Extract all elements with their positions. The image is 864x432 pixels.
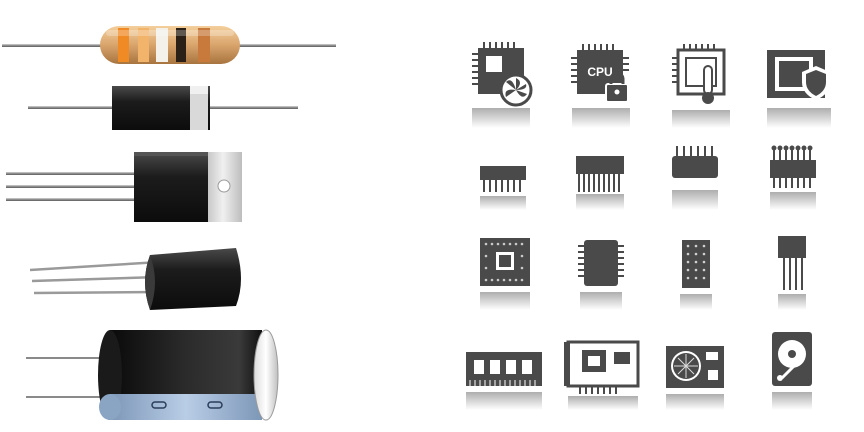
cpu-temperature-icon <box>672 44 730 128</box>
cpu-label: CPU <box>587 65 612 79</box>
pin-grid-chip-icon <box>680 240 712 310</box>
hard-drive-icon <box>772 332 812 410</box>
resistor <box>2 26 336 64</box>
ic-dip-pins-icon <box>770 145 816 210</box>
expansion-card-icon <box>564 340 640 410</box>
electrolytic-capacitor <box>26 329 279 421</box>
transistor <box>29 248 241 310</box>
soic-chip-icon <box>578 240 624 310</box>
ic-sip-9pin-icon <box>576 156 624 210</box>
cpu-fan-icon <box>472 42 533 128</box>
ram-module-icon <box>466 352 542 410</box>
chip-shield-icon <box>767 50 831 128</box>
diode <box>28 86 298 130</box>
voltage-regulator <box>6 152 242 222</box>
sensor-module-icon <box>778 236 806 310</box>
power-supply-icon <box>666 346 724 410</box>
ic-dip-icon <box>672 146 718 210</box>
bga-chip-icon <box>480 238 530 310</box>
cpu-lock-icon: CPU <box>571 44 630 128</box>
ic-sip-7pin-icon <box>480 166 526 210</box>
